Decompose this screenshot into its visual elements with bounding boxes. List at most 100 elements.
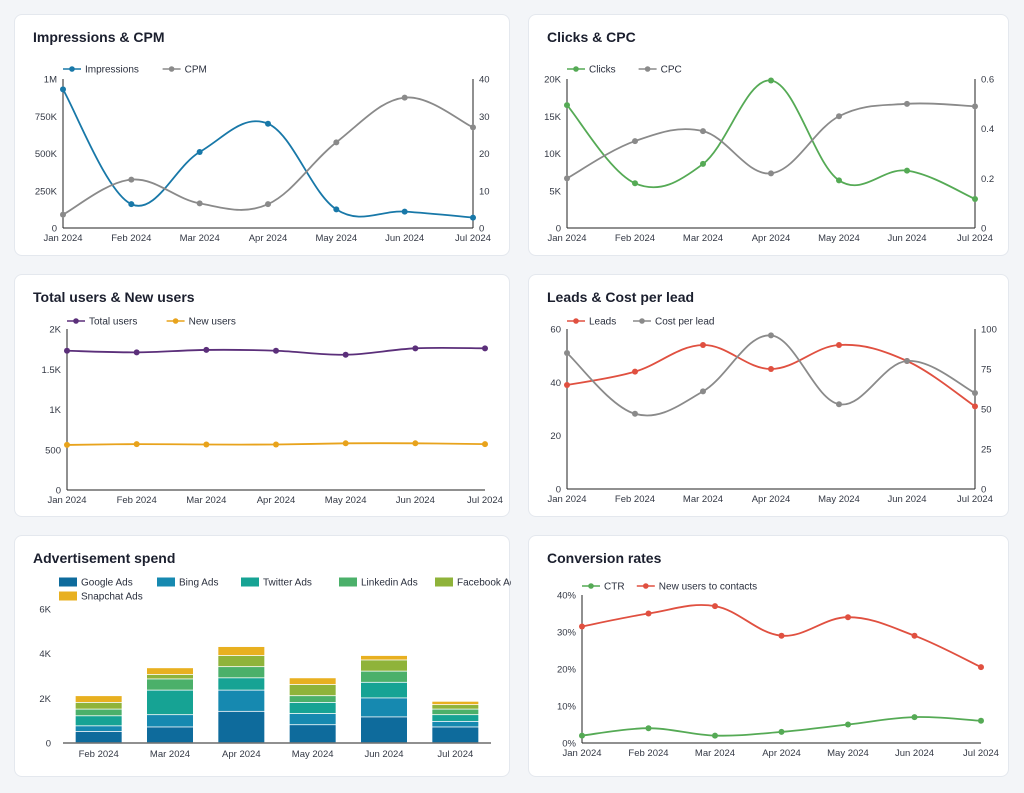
chart-title: Conversion rates [547,550,662,566]
data-point-cpc [972,103,978,110]
bar-segment-google-ads [218,711,265,743]
y-tick-label: 2K [39,694,51,705]
x-tick-label: Jan 2024 [562,748,601,759]
data-point-ctr [845,721,851,728]
legend-swatch [435,577,453,587]
legend-label-new-users: New users [189,317,236,328]
legend-marker [69,66,75,72]
series-line-leads [566,343,976,408]
y-tick-label-left: 20% [557,665,577,676]
bar-segment-snapchat-ads [147,668,193,675]
bar-segment-twitter-ads [289,702,336,714]
y-tick-label-right: 100 [981,325,997,336]
bar-segment-google-ads [147,727,193,743]
data-point-impressions [60,86,66,93]
legend-label-facebook-ads: Facebook Ads [457,578,511,589]
y-tick-label-left: 30% [557,628,577,639]
x-tick-label: Feb 2024 [615,494,655,505]
y-tick-label-left: 60 [550,325,561,336]
legend-label-google-ads: Google Ads [81,578,133,589]
y-tick-label-left: 0% [562,739,576,750]
x-tick-label: May 2024 [292,749,334,760]
legend-label-cpm: CPM [185,65,207,76]
x-tick-label: Jul 2024 [957,233,993,244]
y-tick-label-left: 0 [52,224,57,235]
bar-segment-facebook-ads [432,705,479,709]
data-point-new-users [203,441,210,448]
y-tick-label-right: 0.4 [981,124,994,135]
data-point-cpm [265,201,271,208]
data-point-cost-per-lead [972,390,978,396]
x-tick-label: Apr 2024 [222,749,261,760]
series-line-cost-per-lead [566,334,976,417]
card-ad-spend: Advertisement spend 0 2K 4K 6K Feb 2024 Mar 2… [14,535,511,777]
x-tick-label: Jun 2024 [887,233,926,244]
legend-swatch [241,577,259,587]
bar-segment-snapchat-ads [289,678,336,685]
data-point-ctr [645,725,652,732]
data-point-new-users [273,441,279,448]
y-tick-label-left: 2K [49,325,61,336]
data-point-ctr [712,732,718,739]
bar-segment-bing-ads [289,713,336,725]
bar-segment-bing-ads [218,690,265,711]
card-conversion: Conversion rates 0% 10% 20% 30% 40% Jan 2024 F… [528,535,1009,777]
data-point-new-users-to-contacts [978,664,984,671]
data-point-total-users [203,346,210,353]
y-tick-label-right: 0.2 [981,174,994,185]
legend-label-leads: Leads [589,317,616,328]
data-point-cpm [333,139,340,146]
legend-label-linkedin-ads: Linkedin Ads [361,578,418,589]
y-tick-label-left: 10K [544,149,562,160]
data-point-impressions [196,149,203,156]
data-point-cost-per-lead [564,350,570,356]
legend-swatch [157,577,175,587]
bar-segment-snapchat-ads [432,701,479,705]
x-tick-label: May 2024 [818,494,860,505]
y-tick-label-left: 1.5K [41,365,61,376]
card-clicks-cpc: Clicks & CPC 0 5K 10K 15K 20K 0 0.2 0.4 0.6 Jan 2… [528,14,1009,256]
y-tick-label-left: 40% [557,591,577,602]
x-tick-label: Mar 2024 [683,233,723,244]
data-point-cpc [632,138,638,145]
x-tick-label: Jul 2024 [963,748,999,759]
data-point-total-users [412,345,419,352]
x-tick-label: Jun 2024 [364,749,403,760]
x-tick-label: Mar 2024 [683,494,723,505]
data-point-total-users [273,347,279,354]
chart-title: Total users & New users [33,289,195,305]
bar-segment-linkedin-ads [147,679,193,690]
data-point-clicks [564,102,570,109]
data-point-ctr [579,732,585,739]
bar-segment-facebook-ads [218,655,265,667]
y-tick-label-right: 30 [479,112,490,123]
data-point-total-users [482,345,488,352]
x-tick-label: Mar 2024 [180,233,220,244]
y-tick-label-left: 10% [557,702,577,713]
bar-segment-facebook-ads [361,660,407,671]
legend-label-impressions: Impressions [85,65,139,76]
chart-title: Leads & Cost per lead [547,289,695,305]
data-point-cost-per-lead [632,410,638,417]
data-point-new-users-to-contacts [911,632,918,639]
y-tick-label-right: 25 [981,445,992,456]
legend-label-ctr: CTR [604,582,625,593]
data-point-leads [972,403,978,410]
data-point-cpc [700,128,706,135]
data-point-clicks [768,77,774,84]
x-tick-label: Feb 2024 [628,748,668,759]
x-tick-label: Apr 2024 [762,748,801,759]
data-point-cpc [836,113,842,120]
legend-marker [73,318,79,324]
x-tick-label: Apr 2024 [752,494,791,505]
legend-marker [172,318,179,324]
legend-label-snapchat-ads: Snapchat Ads [81,592,143,603]
legend-swatch [339,577,357,587]
data-point-clicks [632,180,638,187]
x-tick-label: Jan 2024 [43,233,82,244]
data-point-new-users [342,440,349,447]
data-point-leads [632,368,638,375]
y-tick-label-left: 20K [544,75,562,86]
y-tick-label-left: 20 [550,431,561,442]
data-point-cpm [196,200,203,207]
